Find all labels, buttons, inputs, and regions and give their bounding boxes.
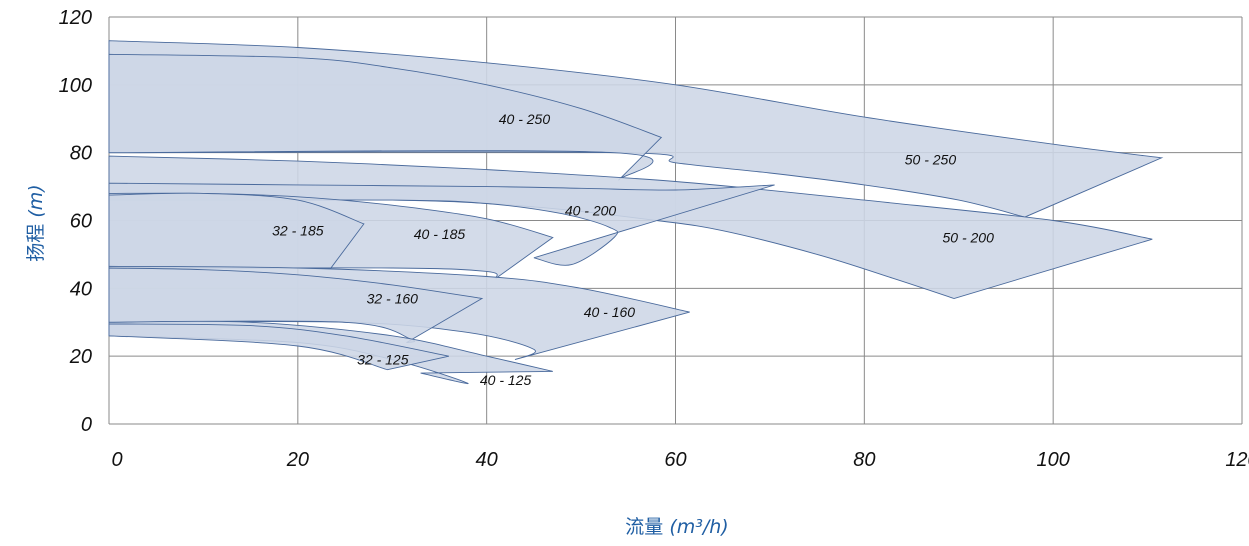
tick-labels: 0 20 40 60 80 100 120 0 20 40 60 80 100 120 (59, 7, 1249, 471)
region-label-50-200: 50 - 200 (943, 229, 995, 245)
x-tick-label-100: 100 (1036, 449, 1069, 471)
x-axis-label: 流量 (625, 516, 663, 538)
x-tick-label-80: 80 (853, 449, 875, 471)
x-tick-label-20: 20 (286, 449, 309, 471)
region-32-160 (108, 267, 484, 344)
region-32-125 (108, 323, 449, 371)
region-40-200 (108, 182, 775, 266)
y-tick-label-80: 80 (70, 143, 92, 165)
x-axis-unit: (m³/h) (669, 516, 728, 538)
y-tick-label-0: 0 (81, 414, 92, 436)
region-label-32-125: 32 - 125 (357, 352, 409, 368)
region-label-40-200: 40 - 200 (565, 202, 617, 218)
y-axis-label: 扬程 (25, 224, 47, 262)
y-tick-label-40: 40 (70, 278, 92, 300)
region-label-32-185: 32 - 185 (272, 223, 324, 239)
region-label-40-185: 40 - 185 (414, 226, 466, 242)
region-labels: 50 - 250 40 - 250 50 - 200 40 - 200 40 - 185… (272, 111, 994, 388)
y-tick-label-60: 60 (70, 211, 92, 233)
region-label-40-160: 40 - 160 (584, 304, 636, 320)
y-axis-unit: (m) (25, 184, 47, 217)
x-tick-label-120: 120 (1225, 449, 1249, 471)
region-40-250 (108, 53, 663, 181)
y-tick-label-100: 100 (59, 75, 92, 97)
x-tick-label-60: 60 (664, 449, 686, 471)
y-axis-title: 扬程 (m) (25, 184, 47, 261)
region-label-40-125: 40 - 125 (480, 372, 532, 388)
x-tick-label-40: 40 (476, 449, 498, 471)
y-tick-label-120: 120 (59, 7, 92, 29)
pump-regions (108, 40, 1164, 385)
x-tick-label-0: 0 (111, 449, 122, 471)
region-label-40-250: 40 - 250 (499, 111, 551, 127)
x-axis-title: 流量 (m³/h) (625, 516, 728, 538)
y-tick-label-20: 20 (69, 346, 92, 368)
region-label-32-160: 32 - 160 (367, 291, 419, 307)
region-label-50-250: 50 - 250 (905, 151, 957, 167)
